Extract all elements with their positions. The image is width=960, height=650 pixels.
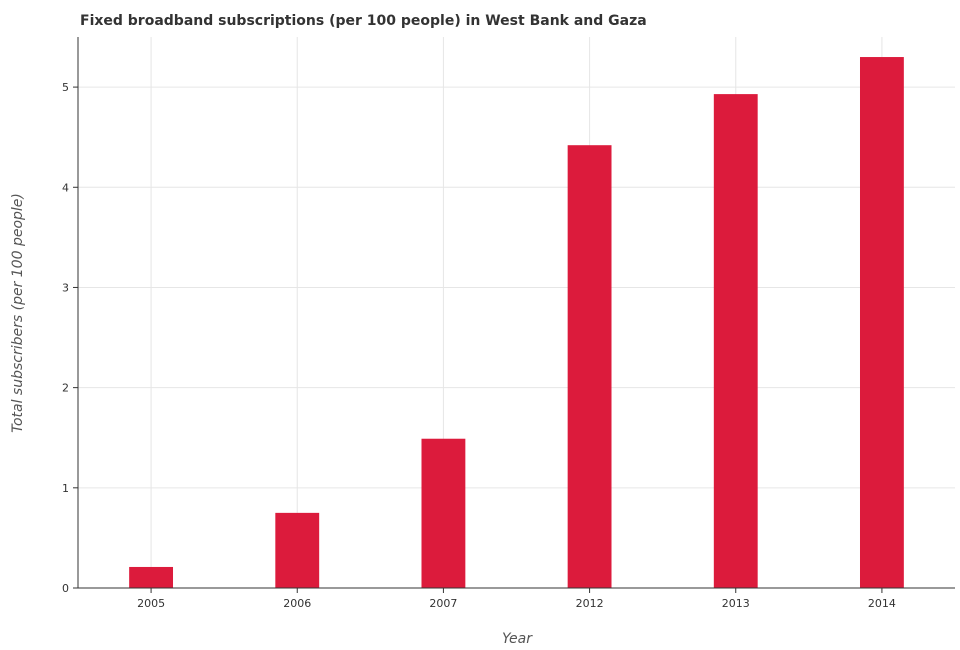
- chart-title: Fixed broadband subscriptions (per 100 p…: [80, 13, 647, 29]
- y-tick-label: 0: [62, 582, 69, 595]
- y-tick-label: 4: [62, 181, 69, 194]
- y-tick-label: 3: [62, 281, 69, 294]
- y-axis-label: Total subscribers (per 100 people): [10, 193, 26, 433]
- y-tick-label: 1: [62, 482, 69, 495]
- x-tick-label: 2012: [576, 597, 604, 610]
- grid-lines: [78, 37, 955, 589]
- bar-2014: [859, 57, 904, 588]
- x-tick-label: 2006: [283, 597, 311, 610]
- x-tick-label: 2007: [429, 597, 457, 610]
- bar-2006: [275, 512, 320, 588]
- x-tick-label: 2013: [722, 597, 750, 610]
- y-tick-label: 2: [62, 382, 69, 395]
- x-tick-label: 2014: [868, 597, 896, 610]
- bar-2013: [713, 94, 758, 588]
- bar-2007: [421, 438, 466, 588]
- y-tick-label: 5: [62, 81, 69, 94]
- bar-2005: [129, 566, 174, 588]
- x-axis-label: Year: [502, 631, 533, 647]
- x-tick-label: 2005: [137, 597, 165, 610]
- bar-2012: [567, 145, 612, 589]
- bars: [129, 57, 904, 589]
- axes: 0 1 2 3 4 5 2005 2006 2007 2012 2013 2014: [62, 37, 955, 610]
